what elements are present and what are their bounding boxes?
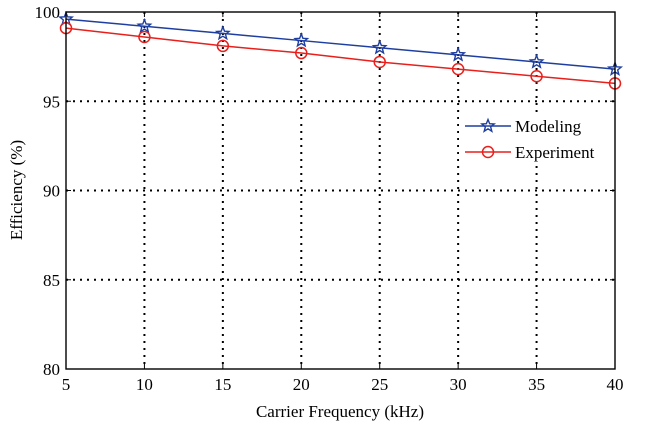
series-experiment [59, 21, 622, 90]
legend-entry: Experiment [465, 143, 595, 162]
y-tick-label: 95 [43, 92, 60, 111]
series-line [65, 27, 616, 85]
axis-ticks: 5 10 15 20 25 30 35 40 80 85 90 95 100 [35, 3, 624, 394]
y-tick-label: 85 [43, 271, 60, 290]
y-tick-label: 90 [43, 182, 60, 201]
x-axis-label: Carrier Frequency (kHz) [256, 402, 424, 421]
data-point-circle [530, 70, 543, 83]
data-point-circle [295, 46, 308, 60]
series-line [65, 18, 616, 70]
data-point-star [528, 53, 545, 69]
legend: Modeling Experiment [459, 112, 609, 166]
data-point-circle [138, 30, 151, 44]
data-point-star [136, 17, 153, 34]
x-tick-label: 5 [62, 375, 71, 394]
y-tick-label: 100 [35, 3, 61, 22]
data-point-star [371, 39, 388, 55]
x-tick-label: 25 [371, 375, 388, 394]
legend-entry: Modeling [465, 117, 582, 136]
legend-label: Experiment [515, 143, 595, 162]
data-point-circle [451, 62, 465, 76]
legend-marker-star [479, 117, 497, 133]
legend-background [459, 112, 609, 166]
y-axis-label: Efficiency (%) [7, 140, 26, 240]
x-tick-label: 40 [607, 375, 624, 394]
x-tick-label: 30 [450, 375, 467, 394]
data-point-circle [216, 39, 230, 53]
legend-label: Modeling [515, 117, 582, 136]
x-tick-label: 10 [136, 375, 153, 394]
data-point-circle [373, 55, 386, 69]
data-point-star [293, 32, 310, 48]
x-tick-label: 20 [293, 375, 310, 394]
data-point-star [214, 24, 231, 41]
x-tick-label: 35 [528, 375, 545, 394]
grid-lines [66, 12, 615, 369]
y-tick-label: 80 [43, 360, 60, 379]
data-point-star [450, 46, 467, 62]
legend-marker-circle [481, 145, 495, 159]
x-tick-label: 15 [214, 375, 231, 394]
